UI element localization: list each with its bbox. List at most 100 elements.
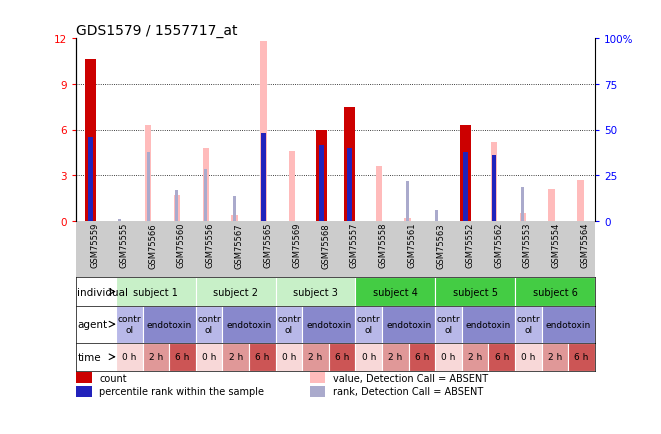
Bar — [309, 373, 325, 384]
Bar — [348, 153, 351, 221]
Bar — [406, 182, 409, 221]
Text: percentile rank within the sample: percentile rank within the sample — [99, 386, 264, 396]
Bar — [202, 148, 209, 221]
Text: rank, Detection Call = ABSENT: rank, Detection Call = ABSENT — [333, 386, 483, 396]
Text: GSM75562: GSM75562 — [494, 223, 503, 268]
Bar — [318, 145, 324, 221]
Text: subject 3: subject 3 — [293, 287, 338, 297]
Bar — [289, 151, 295, 221]
Text: GSM75559: GSM75559 — [91, 223, 99, 268]
Bar — [356, 306, 382, 343]
Text: GSM75568: GSM75568 — [321, 223, 330, 268]
Bar — [522, 188, 524, 221]
Bar — [85, 60, 96, 221]
Text: GDS1579 / 1557717_at: GDS1579 / 1557717_at — [76, 24, 237, 38]
Text: GSM75557: GSM75557 — [350, 223, 359, 268]
Text: subject 1: subject 1 — [134, 287, 178, 297]
Bar — [382, 306, 435, 343]
Text: subject 5: subject 5 — [453, 287, 498, 297]
Bar — [147, 153, 149, 221]
Bar — [375, 167, 382, 221]
Text: endotoxin: endotoxin — [226, 320, 272, 329]
Bar — [515, 278, 595, 306]
Text: GSM75563: GSM75563 — [436, 223, 446, 268]
Text: 0 h: 0 h — [442, 352, 455, 362]
Text: GSM75560: GSM75560 — [177, 223, 186, 268]
Text: 0 h: 0 h — [521, 352, 535, 362]
Bar — [491, 142, 497, 221]
Bar — [329, 343, 356, 371]
Bar — [344, 107, 356, 221]
Text: 2 h: 2 h — [548, 352, 562, 362]
Bar — [145, 125, 151, 221]
Text: GSM75553: GSM75553 — [523, 223, 532, 268]
Bar — [520, 214, 526, 221]
Bar — [76, 386, 92, 397]
Bar — [348, 148, 352, 221]
Text: GSM75561: GSM75561 — [408, 223, 416, 268]
Bar — [549, 189, 555, 221]
Text: 6 h: 6 h — [255, 352, 270, 362]
Text: 6 h: 6 h — [175, 352, 190, 362]
Text: contr
ol: contr ol — [437, 315, 460, 334]
Bar — [260, 42, 266, 221]
Bar — [143, 306, 196, 343]
Text: 6 h: 6 h — [494, 352, 509, 362]
Bar — [249, 343, 276, 371]
Text: 2 h: 2 h — [388, 352, 403, 362]
Bar — [435, 343, 462, 371]
Bar — [175, 191, 178, 221]
Bar — [118, 220, 121, 221]
Text: value, Detection Call = ABSENT: value, Detection Call = ABSENT — [333, 373, 488, 383]
Bar — [319, 145, 323, 221]
Text: 2 h: 2 h — [229, 352, 243, 362]
Text: 0 h: 0 h — [122, 352, 136, 362]
Bar — [492, 156, 496, 221]
Bar — [302, 306, 356, 343]
Text: subject 4: subject 4 — [373, 287, 418, 297]
Bar — [459, 125, 471, 221]
Bar — [435, 278, 515, 306]
Text: count: count — [99, 373, 127, 383]
Text: endotoxin: endotoxin — [306, 320, 352, 329]
Text: contr
ol: contr ol — [277, 315, 301, 334]
Text: contr
ol: contr ol — [516, 315, 540, 334]
Bar — [276, 343, 302, 371]
Text: GSM75558: GSM75558 — [379, 223, 388, 268]
Bar — [541, 306, 595, 343]
Text: agent: agent — [77, 319, 108, 329]
Bar — [356, 343, 382, 371]
Bar — [261, 133, 266, 221]
Bar — [76, 373, 92, 384]
Bar — [488, 343, 515, 371]
Bar — [515, 343, 541, 371]
Bar — [222, 343, 249, 371]
Text: contr
ol: contr ol — [197, 315, 221, 334]
Bar — [577, 180, 584, 221]
Bar — [116, 278, 196, 306]
Bar — [169, 343, 196, 371]
Bar — [88, 138, 93, 221]
Bar — [276, 306, 302, 343]
Text: endotoxin: endotoxin — [147, 320, 192, 329]
Text: GSM75555: GSM75555 — [119, 223, 128, 268]
Bar — [196, 306, 222, 343]
Text: GSM75556: GSM75556 — [206, 223, 215, 268]
Bar — [515, 306, 541, 343]
Text: 6 h: 6 h — [574, 352, 589, 362]
Text: GSM75567: GSM75567 — [235, 223, 243, 268]
Bar — [541, 343, 568, 371]
Bar — [462, 343, 488, 371]
Bar — [116, 343, 143, 371]
Bar — [405, 218, 410, 221]
Text: endotoxin: endotoxin — [546, 320, 591, 329]
Bar — [233, 197, 236, 221]
Text: contr
ol: contr ol — [357, 315, 381, 334]
Text: GSM75566: GSM75566 — [148, 223, 157, 268]
Text: 0 h: 0 h — [362, 352, 376, 362]
Bar — [143, 343, 169, 371]
Text: subject 6: subject 6 — [533, 287, 578, 297]
Bar — [222, 306, 276, 343]
Bar — [196, 343, 222, 371]
Text: GSM75552: GSM75552 — [465, 223, 474, 268]
